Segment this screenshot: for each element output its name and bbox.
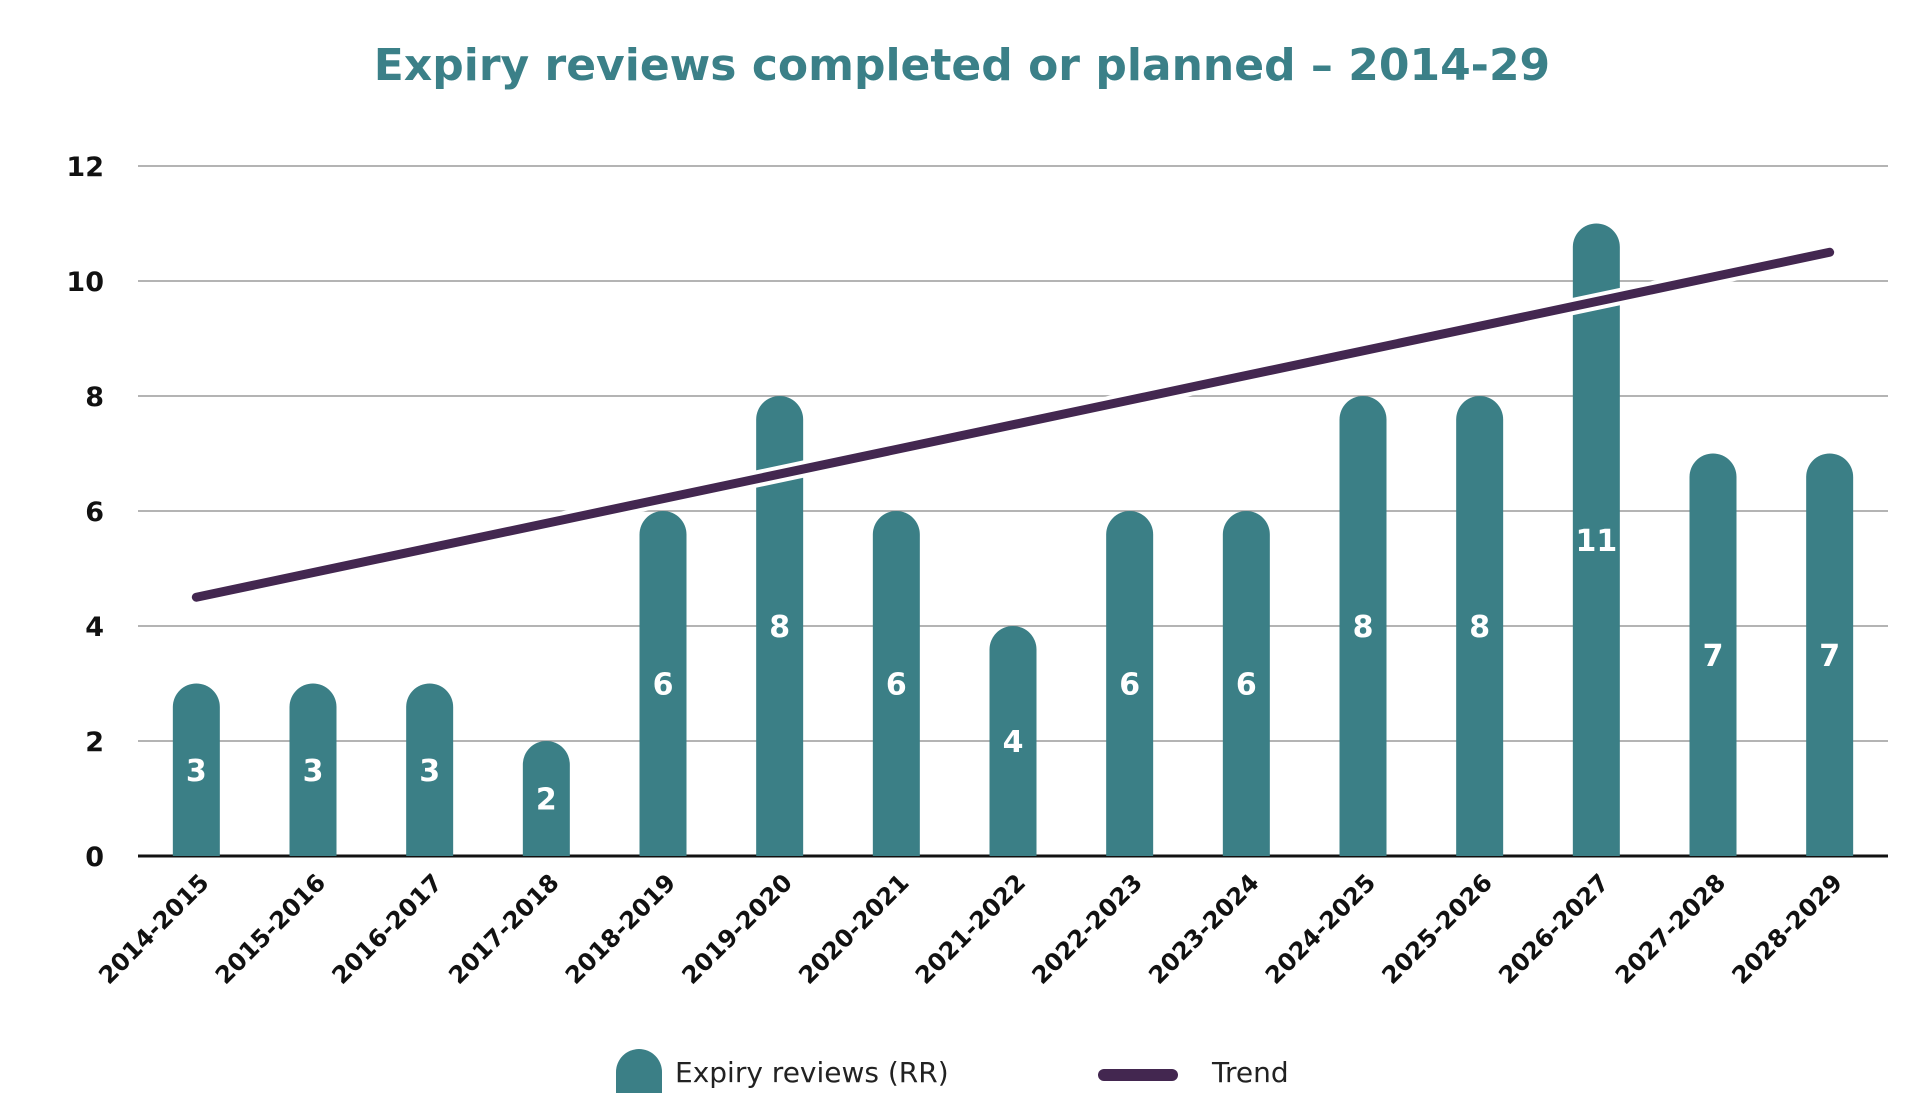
bar <box>1106 511 1154 856</box>
bar-data-label: 2 <box>536 783 557 818</box>
bar <box>639 511 687 856</box>
bar-data-label: 6 <box>1236 668 1257 703</box>
x-tick-label: 2024-2025 <box>1260 868 1381 989</box>
legend: Expiry reviews (RR) Trend <box>616 1049 1289 1093</box>
bar <box>1689 453 1737 856</box>
bar-series <box>172 223 1854 856</box>
x-tick-label: 2014-2015 <box>93 868 214 989</box>
x-tick-label: 2028-2029 <box>1727 868 1848 989</box>
bar <box>289 683 337 856</box>
legend-item-bars: Expiry reviews (RR) <box>616 1049 949 1093</box>
legend-item-trend: Trend <box>1098 1056 1289 1089</box>
bar-data-label: 4 <box>1003 725 1024 760</box>
legend-trend-label: Trend <box>1211 1056 1289 1089</box>
bar-data-label: 3 <box>186 754 207 789</box>
bar-data-label: 7 <box>1703 639 1724 674</box>
bar-data-label: 11 <box>1575 524 1617 559</box>
y-tick-label: 12 <box>66 152 104 183</box>
x-tick-label: 2015-2016 <box>210 868 331 989</box>
bar <box>1456 395 1504 856</box>
y-tick-label: 8 <box>85 382 104 413</box>
x-tick-label: 2023-2024 <box>1143 868 1264 989</box>
bar-data-label: 6 <box>653 668 674 703</box>
x-tick-label: 2020-2021 <box>793 868 914 989</box>
bar <box>172 683 220 856</box>
legend-bar-label: Expiry reviews (RR) <box>675 1056 949 1089</box>
y-tick-label: 10 <box>66 267 104 298</box>
x-tick-label: 2019-2020 <box>677 868 798 989</box>
x-tick-label: 2022-2023 <box>1027 868 1148 989</box>
legend-bar-swatch <box>616 1049 662 1093</box>
x-tick-label: 2016-2017 <box>327 868 448 989</box>
bar <box>872 511 920 856</box>
x-tick-label: 2018-2019 <box>560 868 681 989</box>
bar-data-label: 8 <box>769 610 790 645</box>
bar <box>1572 223 1620 856</box>
x-tick-label: 2017-2018 <box>443 868 564 989</box>
trend-line <box>191 247 1835 602</box>
bar-data-label: 8 <box>1353 610 1374 645</box>
x-axis-tick-labels: 2014-20152015-20162016-20172017-20182018… <box>93 868 1848 989</box>
x-tick-label: 2027-2028 <box>1610 868 1731 989</box>
x-tick-label: 2021-2022 <box>910 868 1031 989</box>
bar-data-label: 8 <box>1469 610 1490 645</box>
chart-title: Expiry reviews completed or planned – 20… <box>374 40 1550 91</box>
bar-data-label: 7 <box>1819 639 1840 674</box>
bar <box>989 625 1037 856</box>
y-tick-label: 0 <box>85 842 104 873</box>
x-tick-label: 2026-2027 <box>1493 868 1614 989</box>
bar-data-label: 3 <box>303 754 324 789</box>
y-tick-label: 6 <box>85 497 104 528</box>
bar-data-labels: 3 3 3 2 6 8 6 4 6 6 8 8 11 7 7 <box>186 524 1840 818</box>
trend-series <box>187 243 1839 606</box>
bar <box>1222 511 1270 856</box>
bar-data-label: 6 <box>886 668 907 703</box>
bar-data-label: 6 <box>1119 668 1140 703</box>
y-tick-label: 4 <box>85 612 104 643</box>
bar <box>406 683 454 856</box>
bar-data-label: 3 <box>419 754 440 789</box>
bar <box>756 395 804 856</box>
y-axis-tick-labels: 0 2 4 6 8 10 12 <box>66 152 104 873</box>
bar <box>1806 453 1854 856</box>
bar <box>522 741 570 856</box>
x-tick-label: 2025-2026 <box>1377 868 1498 989</box>
bar <box>1339 395 1387 856</box>
y-tick-label: 2 <box>85 727 104 758</box>
